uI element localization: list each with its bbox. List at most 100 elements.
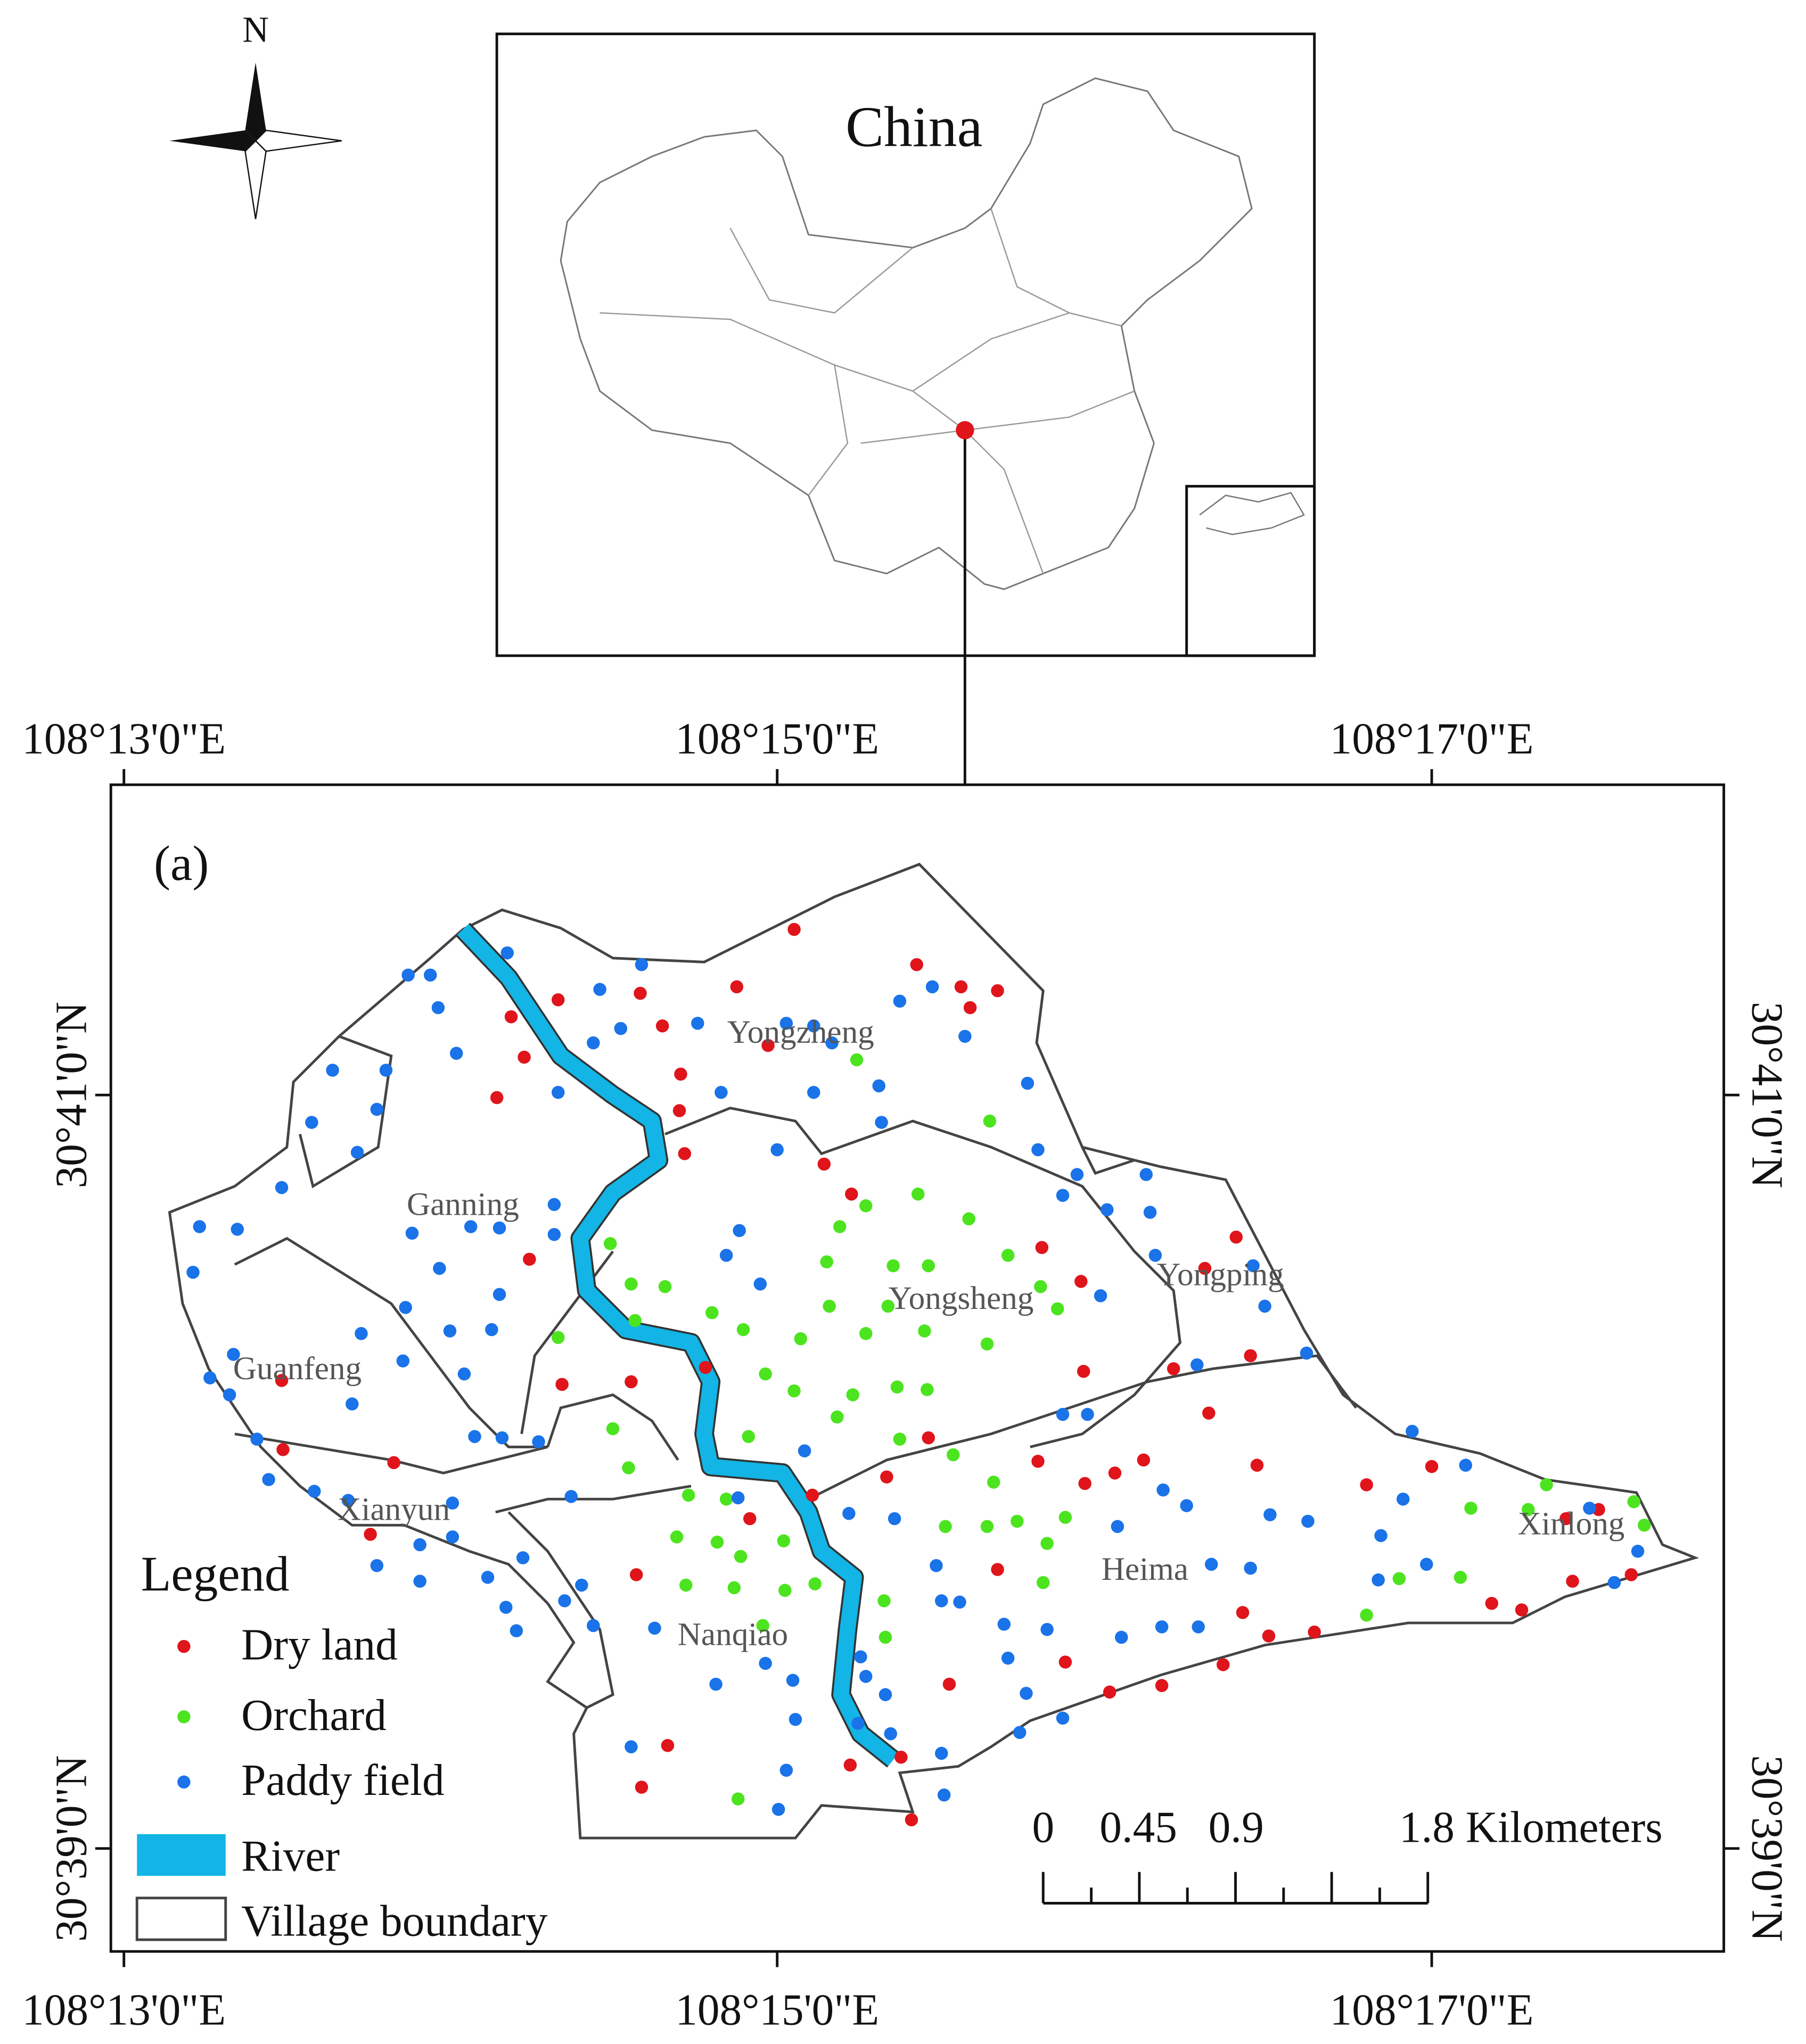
sample-point (759, 1656, 772, 1670)
sample-point (405, 1226, 419, 1240)
inset-frame (495, 32, 1316, 657)
sample-point (877, 1594, 891, 1608)
sample-point (275, 1374, 289, 1387)
sample-point (625, 1740, 638, 1753)
sample-point (468, 1430, 481, 1444)
sample-point (997, 1618, 1011, 1631)
sample-point (433, 1262, 446, 1275)
sample-point (1081, 1407, 1094, 1421)
compass-star (245, 62, 266, 141)
sample-point (523, 1252, 536, 1266)
longitude-label: 108°13'0"E (22, 715, 226, 764)
sample-point (1035, 1241, 1049, 1254)
latitude-label: 30°41'0"N (1743, 1002, 1792, 1189)
sample-point (709, 1677, 723, 1691)
province-line (912, 312, 1122, 392)
sample-point (250, 1432, 264, 1446)
scale-label: 0.9 (1209, 1803, 1264, 1852)
sample-point (854, 1650, 867, 1663)
sample-point (504, 1010, 518, 1024)
sample-point (879, 1688, 892, 1701)
legend-symbol (135, 1897, 227, 1941)
sample-point (558, 1594, 571, 1608)
province-line (860, 429, 965, 444)
sample-point (1020, 1686, 1033, 1700)
sample-point (552, 993, 565, 1007)
sample-point (893, 1432, 907, 1446)
sample-point (823, 1299, 836, 1313)
sample-point (905, 1813, 918, 1827)
sample-point (670, 1530, 684, 1544)
sample-point (770, 1143, 784, 1157)
sample-point (1192, 1620, 1205, 1634)
sample-point (859, 1327, 873, 1340)
sample-point (734, 1550, 748, 1563)
sample-point (807, 1019, 820, 1033)
sample-point (872, 1079, 885, 1093)
village-name: Xinlong (1518, 1505, 1625, 1542)
latitude-label: 30°39'0"N (1743, 1755, 1792, 1942)
compass-star (244, 139, 267, 219)
sample-point (918, 1324, 931, 1338)
sample-point (413, 1575, 426, 1588)
sample-point (635, 958, 648, 971)
sample-point (457, 1367, 471, 1381)
sample-point (555, 1378, 569, 1391)
longitude-label: 108°17'0"E (1330, 1985, 1534, 2034)
sample-point (1236, 1606, 1250, 1619)
sample-point (806, 1488, 819, 1502)
sample-point (1244, 1561, 1257, 1575)
sample-point (842, 1507, 856, 1520)
sample-point (424, 968, 437, 982)
legend-label: Dry land (241, 1621, 398, 1670)
village-boundary (495, 1485, 692, 1514)
inset-title: China (845, 95, 982, 159)
sample-point (808, 1577, 822, 1590)
sample-point (1021, 1076, 1035, 1090)
sample-point (1078, 1477, 1091, 1490)
sample-point (935, 1746, 948, 1760)
sample-point (341, 1494, 355, 1507)
sample-point (678, 1147, 692, 1160)
sample-point (661, 1738, 675, 1752)
longitude-label: 108°15'0"E (675, 1985, 879, 2034)
village-name: Heima (1102, 1551, 1188, 1587)
sample-point (658, 1280, 672, 1293)
sample-point (396, 1354, 410, 1367)
sample-point (1037, 1576, 1050, 1589)
sample-point (614, 1022, 628, 1035)
scale-label: 0.45 (1099, 1803, 1177, 1852)
village-boundary (507, 1511, 614, 1709)
sample-point (1056, 1711, 1070, 1725)
sample-point (846, 1388, 859, 1402)
sample-point (953, 1595, 966, 1609)
sample-point (820, 1255, 833, 1268)
sample-point (1459, 1458, 1472, 1472)
sample-point (922, 1431, 935, 1445)
sample-point (449, 1046, 463, 1060)
sample-point (787, 1384, 801, 1398)
sample-point (1515, 1603, 1529, 1617)
sample-point (575, 1578, 588, 1592)
sample-point (1156, 1483, 1170, 1497)
sample-point (939, 1520, 952, 1533)
sample-point (777, 1534, 791, 1547)
sample-point (962, 1212, 975, 1226)
sample-point (499, 1601, 513, 1614)
sample-point (991, 1563, 1004, 1576)
sample-point (1250, 1458, 1264, 1472)
sample-point (1114, 1630, 1128, 1644)
sample-point (1077, 1365, 1090, 1378)
sample-point (510, 1624, 523, 1637)
sample-point (1180, 1499, 1193, 1512)
sample-point (983, 1114, 997, 1128)
sample-point (1262, 1629, 1276, 1643)
sample-point (843, 1758, 857, 1772)
longitude-label: 108°17'0"E (1330, 715, 1534, 764)
sample-point (761, 1039, 775, 1052)
sample-point (798, 1444, 811, 1457)
sample-point (930, 1559, 943, 1572)
sample-point (859, 1670, 873, 1683)
sample-point (446, 1530, 459, 1544)
